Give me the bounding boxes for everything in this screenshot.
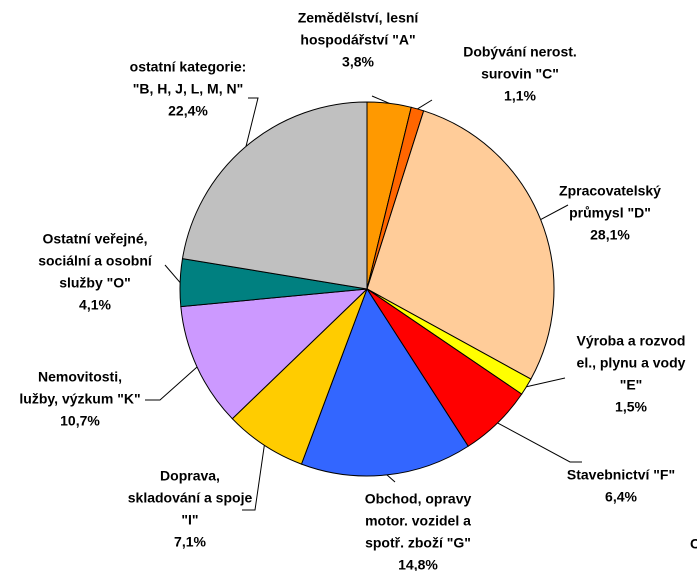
- leader-line: [371, 95, 390, 104]
- slice-label: "E": [620, 377, 643, 393]
- value-label: 22,4%: [168, 103, 208, 119]
- value-label: 1,1%: [504, 88, 536, 104]
- slice-label: Ostatní veřejné,: [42, 231, 147, 247]
- slice-label: surovin "C": [481, 66, 559, 82]
- leader-line: [386, 474, 396, 483]
- slice-label: Výroba a rozvod: [577, 333, 686, 349]
- value-label: 7,1%: [174, 534, 206, 550]
- slice-label: Stavebnictví "F": [567, 467, 675, 483]
- value-label: 10,7%: [60, 413, 100, 429]
- slice-label: Obchod, opravy: [365, 491, 472, 507]
- slice-label: Dobývání nerost.: [463, 44, 577, 60]
- value-label: 14,8%: [398, 557, 438, 571]
- pie-slice: [366, 110, 555, 380]
- footnote: C: [690, 536, 697, 552]
- slice-label: hospodářství "A": [300, 32, 415, 48]
- slice-label: skladování a spoje: [128, 490, 253, 506]
- slice-label: Zpracovatelský: [559, 183, 661, 199]
- slice-label: spotř. zboží "G": [365, 535, 471, 551]
- value-label: 4,1%: [79, 297, 111, 313]
- slice-label: Doprava,: [160, 468, 220, 484]
- slice-label: sociální a osobní: [38, 253, 153, 269]
- slice-label: Zemědělství, lesní: [298, 10, 420, 26]
- leader-line: [242, 445, 265, 511]
- slice-label: lužby, výzkum "K": [19, 391, 140, 407]
- slice-label: "B, H, J, L, M, N": [133, 81, 244, 97]
- pie-slice: [181, 101, 368, 290]
- leader-line: [526, 377, 566, 388]
- value-label: 6,4%: [605, 489, 637, 505]
- value-label: 1,5%: [615, 399, 647, 415]
- slice-label: el., plynu a vody: [577, 355, 686, 371]
- slice-label: "I": [181, 512, 198, 528]
- leader-line: [497, 422, 582, 463]
- slice-label: ostatní kategorie:: [130, 59, 247, 75]
- value-label: 28,1%: [590, 227, 630, 243]
- leader-line: [145, 366, 198, 401]
- leader-line: [540, 204, 569, 221]
- slice-label: průmysl "D": [569, 205, 651, 221]
- slice-label: Nemovitosti,: [38, 369, 122, 385]
- slice-label: služby "O": [59, 275, 131, 291]
- value-label: 3,8%: [342, 54, 374, 70]
- leader-line: [245, 97, 259, 147]
- leader-line: [417, 99, 433, 110]
- pie-slice: [180, 288, 369, 420]
- slice-label: motor. vozidel a: [365, 513, 471, 529]
- leader-line: [164, 264, 181, 283]
